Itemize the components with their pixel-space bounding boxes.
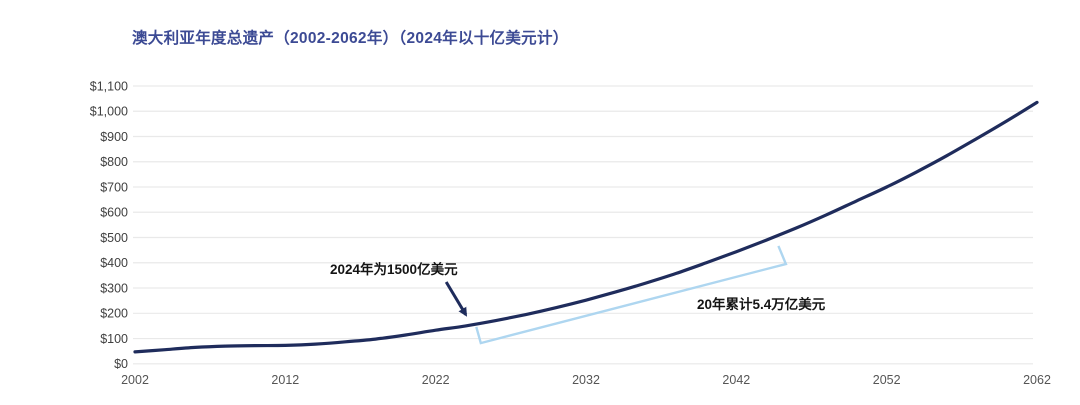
cumulative-bracket <box>475 245 788 345</box>
y-tick-label: $500 <box>100 231 128 245</box>
trend-line <box>133 100 1039 354</box>
x-tick-label: 2022 <box>422 373 450 387</box>
y-tick-label: $0 <box>114 357 128 371</box>
x-tick-label: 2012 <box>271 373 299 387</box>
y-tick-label: $900 <box>100 130 128 144</box>
y-axis-labels: $0 $100 $200 $300 $400 $500 $600 $700 $800 $900 $1… <box>90 79 128 371</box>
x-tick-label: 2052 <box>873 373 901 387</box>
x-tick-label: 2042 <box>722 373 750 387</box>
y-tick-label: $1,100 <box>90 79 128 93</box>
y-tick-label: $600 <box>100 206 128 220</box>
annotation-arrow <box>444 281 468 317</box>
x-tick-label: 2002 <box>121 373 149 387</box>
annotation-20yr-cumulative: 20年累计5.4万亿美元 <box>697 297 826 312</box>
y-tick-label: $300 <box>100 281 128 295</box>
y-tick-label: $200 <box>100 307 128 321</box>
chart-title: 澳大利亚年度总遗产（2002-2062年）（2024年以十亿美元计） <box>132 30 569 47</box>
y-tick-label: $800 <box>100 155 128 169</box>
gridlines <box>133 85 1033 365</box>
x-axis-labels: 2002 2012 2022 2032 2042 2052 2062 <box>121 373 1051 387</box>
y-tick-label: $700 <box>100 180 128 194</box>
annotation-2024-value: 2024年为1500亿美元 <box>330 262 458 277</box>
y-tick-label: $400 <box>100 256 128 270</box>
x-tick-label: 2032 <box>572 373 600 387</box>
y-tick-label: $1,000 <box>90 105 128 119</box>
x-tick-label: 2062 <box>1023 373 1051 387</box>
y-tick-label: $100 <box>100 332 128 346</box>
